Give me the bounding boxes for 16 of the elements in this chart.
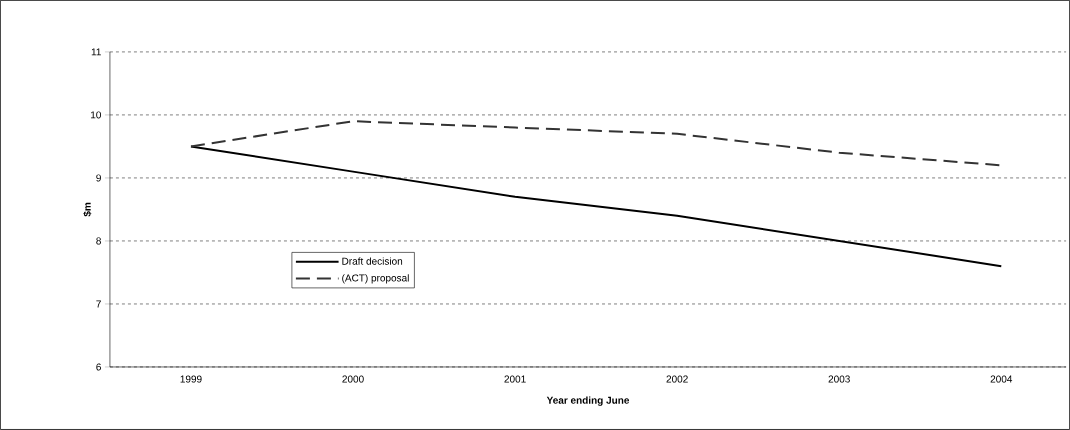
- x-tick-label: 2002: [666, 375, 688, 383]
- x-tick-label: 2000: [342, 375, 364, 383]
- x-tick-label: 2003: [828, 375, 850, 383]
- legend-label: Draft decision: [342, 257, 403, 265]
- y-tick-label: 11: [91, 48, 101, 56]
- y-tick-label: 10: [91, 111, 101, 119]
- legend-label: (ACT) proposal: [342, 274, 409, 284]
- x-axis-title: Year ending June: [546, 396, 630, 406]
- y-axis-title: $m: [83, 202, 92, 217]
- y-tick-label: 7: [96, 300, 101, 308]
- x-tick-label: 2001: [504, 375, 526, 383]
- x-tick-label: 1999: [180, 375, 202, 383]
- y-tick-label: 9: [96, 174, 101, 182]
- y-tick-label: 6: [96, 363, 101, 371]
- x-tick-label: 2004: [990, 375, 1013, 383]
- y-tick-label: 8: [96, 237, 101, 245]
